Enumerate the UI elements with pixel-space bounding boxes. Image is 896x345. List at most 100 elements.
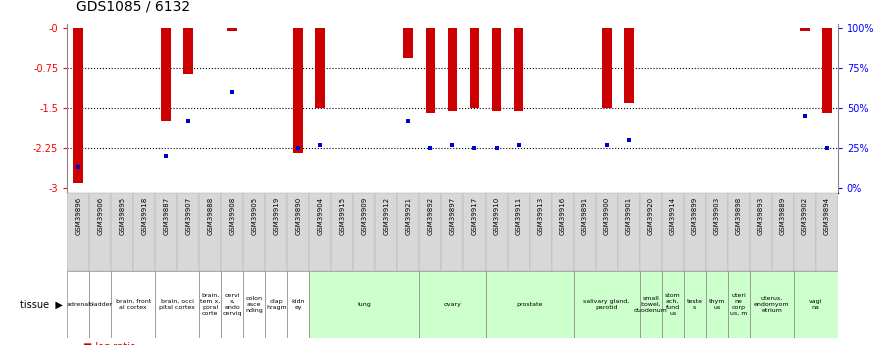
Bar [332,193,353,271]
Bar [573,193,596,271]
Text: GSM39920: GSM39920 [648,197,653,235]
Text: GSM39898: GSM39898 [736,197,742,235]
Bar [771,193,794,271]
Bar [794,193,815,271]
Bar [426,28,435,114]
Bar [706,193,728,271]
Bar [67,193,90,271]
Bar [177,193,199,271]
Bar [617,193,640,271]
Text: GSM39887: GSM39887 [163,197,169,235]
Text: teste
s: teste s [686,299,702,310]
Bar [624,28,633,103]
Bar [596,193,617,271]
Bar [155,193,177,271]
Bar [309,271,419,338]
Text: GSM39894: GSM39894 [823,197,830,235]
Bar [353,193,375,271]
Text: GSM39900: GSM39900 [604,197,609,235]
Text: kidn
ey: kidn ey [291,299,306,310]
Text: GSM39910: GSM39910 [494,197,499,235]
Bar [794,271,838,338]
Bar [288,271,309,338]
Text: GSM39915: GSM39915 [340,197,345,235]
Text: brain,
tem x,
poral
corte: brain, tem x, poral corte [200,293,220,316]
Bar [800,28,810,31]
Text: bladder: bladder [88,302,112,307]
Bar [492,28,502,111]
Bar [134,193,155,271]
Text: GSM39908: GSM39908 [229,197,236,235]
Bar [513,28,523,111]
Bar [398,193,419,271]
Text: GSM39917: GSM39917 [471,197,478,235]
Text: colon
asce
nding: colon asce nding [246,296,263,313]
Text: GSM39902: GSM39902 [802,197,807,235]
Bar [419,193,442,271]
Text: GSM39892: GSM39892 [427,197,434,235]
Bar [161,28,171,121]
Text: GDS1085 / 6132: GDS1085 / 6132 [76,0,190,14]
Bar [67,271,90,338]
Text: salivary gland,
parotid: salivary gland, parotid [583,299,630,310]
Text: GSM39914: GSM39914 [669,197,676,235]
Bar [375,193,398,271]
Bar [601,28,612,108]
Bar [73,28,83,183]
Bar [728,271,750,338]
Bar [403,28,413,58]
Bar [199,193,221,271]
Text: GSM39912: GSM39912 [383,197,390,235]
Text: GSM39909: GSM39909 [361,197,367,235]
Text: GSM39907: GSM39907 [185,197,191,235]
Text: GSM39901: GSM39901 [625,197,632,235]
Text: GSM39888: GSM39888 [207,197,213,235]
Bar [728,193,750,271]
Bar [486,193,507,271]
Text: ■ log ratio: ■ log ratio [83,342,136,345]
Text: GSM39911: GSM39911 [515,197,521,235]
Bar [111,271,155,338]
Text: GSM39897: GSM39897 [450,197,455,235]
Text: thym
us: thym us [709,299,725,310]
Bar [822,28,831,114]
Text: uteri
ne
corp
us, m: uteri ne corp us, m [730,293,747,316]
Bar [309,193,332,271]
Text: vagi
na: vagi na [809,299,823,310]
Text: diap
hragm: diap hragm [266,299,287,310]
Text: GSM39896: GSM39896 [75,197,82,235]
Text: adrenal: adrenal [66,302,90,307]
Text: GSM39890: GSM39890 [296,197,301,235]
Bar [228,28,237,31]
Text: GSM39899: GSM39899 [692,197,698,235]
Text: stom
ach,
fund
us: stom ach, fund us [665,293,681,316]
Bar [640,193,661,271]
Text: GSM39913: GSM39913 [538,197,544,235]
Bar [750,271,794,338]
Bar [221,271,244,338]
Bar [463,193,486,271]
Text: GSM39891: GSM39891 [582,197,588,235]
Text: lung: lung [358,302,371,307]
Text: GSM39918: GSM39918 [142,197,147,235]
Text: cervi
x,
endo
cerviq: cervi x, endo cerviq [222,293,242,316]
Text: GSM39906: GSM39906 [98,197,103,235]
Text: ovary: ovary [444,302,461,307]
Bar [684,193,706,271]
Text: uterus,
endomyom
etrium: uterus, endomyom etrium [754,296,789,313]
Bar [447,28,458,111]
Bar [470,28,479,108]
Bar [442,193,463,271]
Text: GSM39904: GSM39904 [317,197,323,235]
Bar [244,271,265,338]
Bar [684,271,706,338]
Bar [199,271,221,338]
Bar [661,193,684,271]
Bar [265,271,288,338]
Bar [507,193,530,271]
Text: small
bowel,
duodenum: small bowel, duodenum [633,296,668,313]
Bar [221,193,244,271]
Bar [90,193,111,271]
Bar [706,271,728,338]
Text: brain, front
al cortex: brain, front al cortex [116,299,151,310]
